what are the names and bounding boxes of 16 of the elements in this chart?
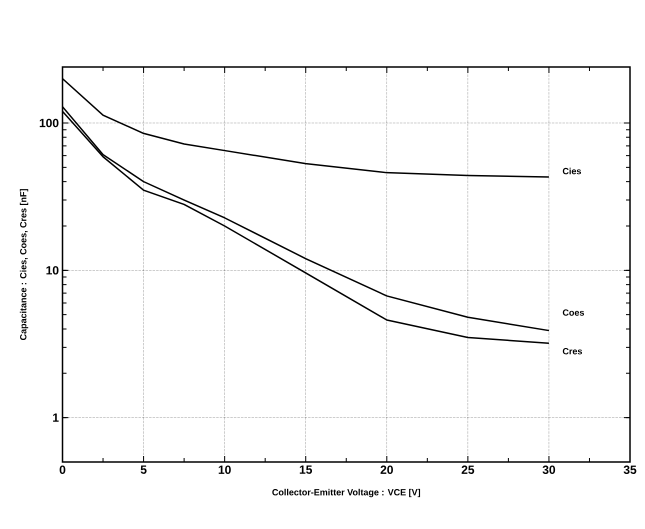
x-tick-label: 20 bbox=[380, 466, 393, 474]
x-tick-label: 0 bbox=[60, 466, 66, 474]
x-tick-label: 35 bbox=[624, 466, 636, 474]
y-tick-label: 1 bbox=[53, 414, 59, 422]
series-label: Cres bbox=[562, 348, 582, 354]
x-tick-label: 25 bbox=[462, 466, 474, 474]
x-tick-label: 5 bbox=[140, 466, 147, 474]
x-tick-label: 10 bbox=[218, 466, 231, 474]
x-tick-label: 30 bbox=[542, 466, 556, 474]
series-label: Cies bbox=[562, 168, 582, 174]
x-axis-title: Collector-Emitter Voltage : VCE [V] bbox=[272, 488, 420, 498]
x-tick-label: 15 bbox=[300, 466, 312, 474]
y-axis-title: Capacitance : Cies, Coes, Cres [nF] bbox=[20, 189, 28, 340]
y-tick-label: 10 bbox=[46, 266, 58, 275]
y-tick-label: 100 bbox=[40, 118, 58, 128]
text: Coes bbox=[562, 309, 584, 316]
